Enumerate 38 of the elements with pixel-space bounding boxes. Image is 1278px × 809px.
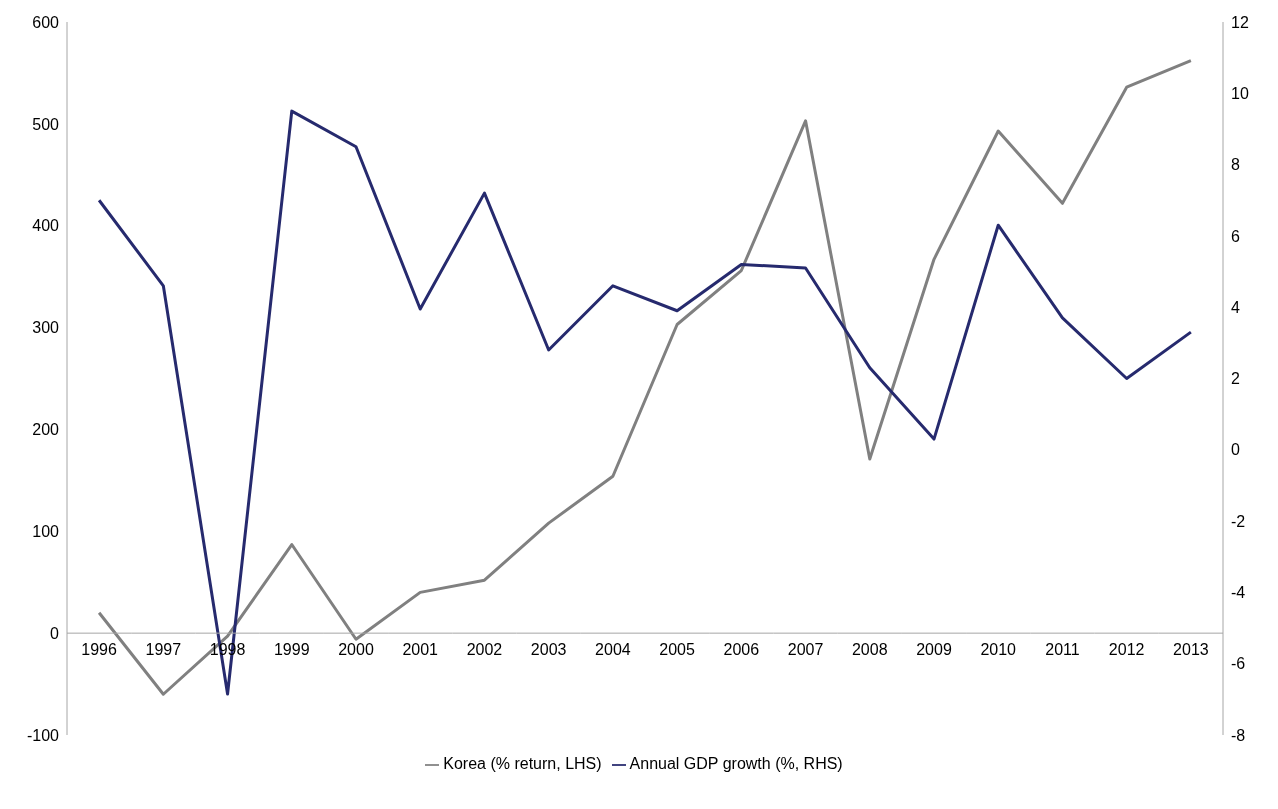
x-tick-label: 2012: [1108, 641, 1145, 659]
x-tick-label: 2002: [466, 641, 503, 659]
x-tick-label: 2005: [659, 641, 696, 659]
y2-tick-label: 4: [1231, 298, 1240, 316]
x-tick-label: 2007: [787, 641, 824, 659]
x-tick-label: 2010: [980, 641, 1017, 659]
y-tick-label: 600: [32, 13, 60, 31]
y2-tick-label: -2: [1231, 512, 1246, 530]
y-tick-label: 0: [50, 624, 60, 642]
x-tick-label: 2008: [851, 641, 888, 659]
y2-tick-label: 12: [1231, 13, 1249, 31]
y2-tick-label: 8: [1231, 156, 1240, 174]
y2-tick-label: 10: [1231, 84, 1249, 102]
x-tick-label: 1999: [273, 641, 310, 659]
x-tick-label: 2003: [530, 641, 567, 659]
x-tick-label: 2011: [1045, 641, 1080, 659]
y-tick-label: 200: [32, 421, 60, 439]
legend-label: Annual GDP growth (%, RHS): [629, 755, 843, 772]
x-tick-label: 2001: [402, 641, 439, 659]
y2-tick-label: 2: [1231, 370, 1240, 388]
y-tick-label: 300: [32, 319, 60, 337]
y2-tick-label: 0: [1231, 441, 1240, 459]
y-tick-label: -100: [26, 726, 60, 744]
y2-tick-label: -8: [1231, 726, 1246, 744]
x-tick-label: 2000: [338, 641, 374, 659]
x-tick-label: 2004: [595, 641, 631, 659]
y-tick-label: 400: [32, 217, 60, 235]
x-tick-label: 1997: [145, 641, 182, 659]
y2-tick-label: -4: [1231, 584, 1246, 602]
x-tick-label: 2009: [916, 641, 952, 659]
x-tick-label: 2006: [723, 641, 760, 659]
y2-tick-label: -6: [1231, 655, 1246, 673]
y2-tick-label: 6: [1231, 227, 1240, 245]
y-tick-label: 100: [32, 522, 60, 540]
legend-label: Korea (% return, LHS): [443, 755, 602, 772]
x-tick-label: 1996: [81, 641, 118, 659]
x-tick-label: 2013: [1173, 641, 1209, 659]
y-tick-label: 500: [32, 115, 60, 133]
